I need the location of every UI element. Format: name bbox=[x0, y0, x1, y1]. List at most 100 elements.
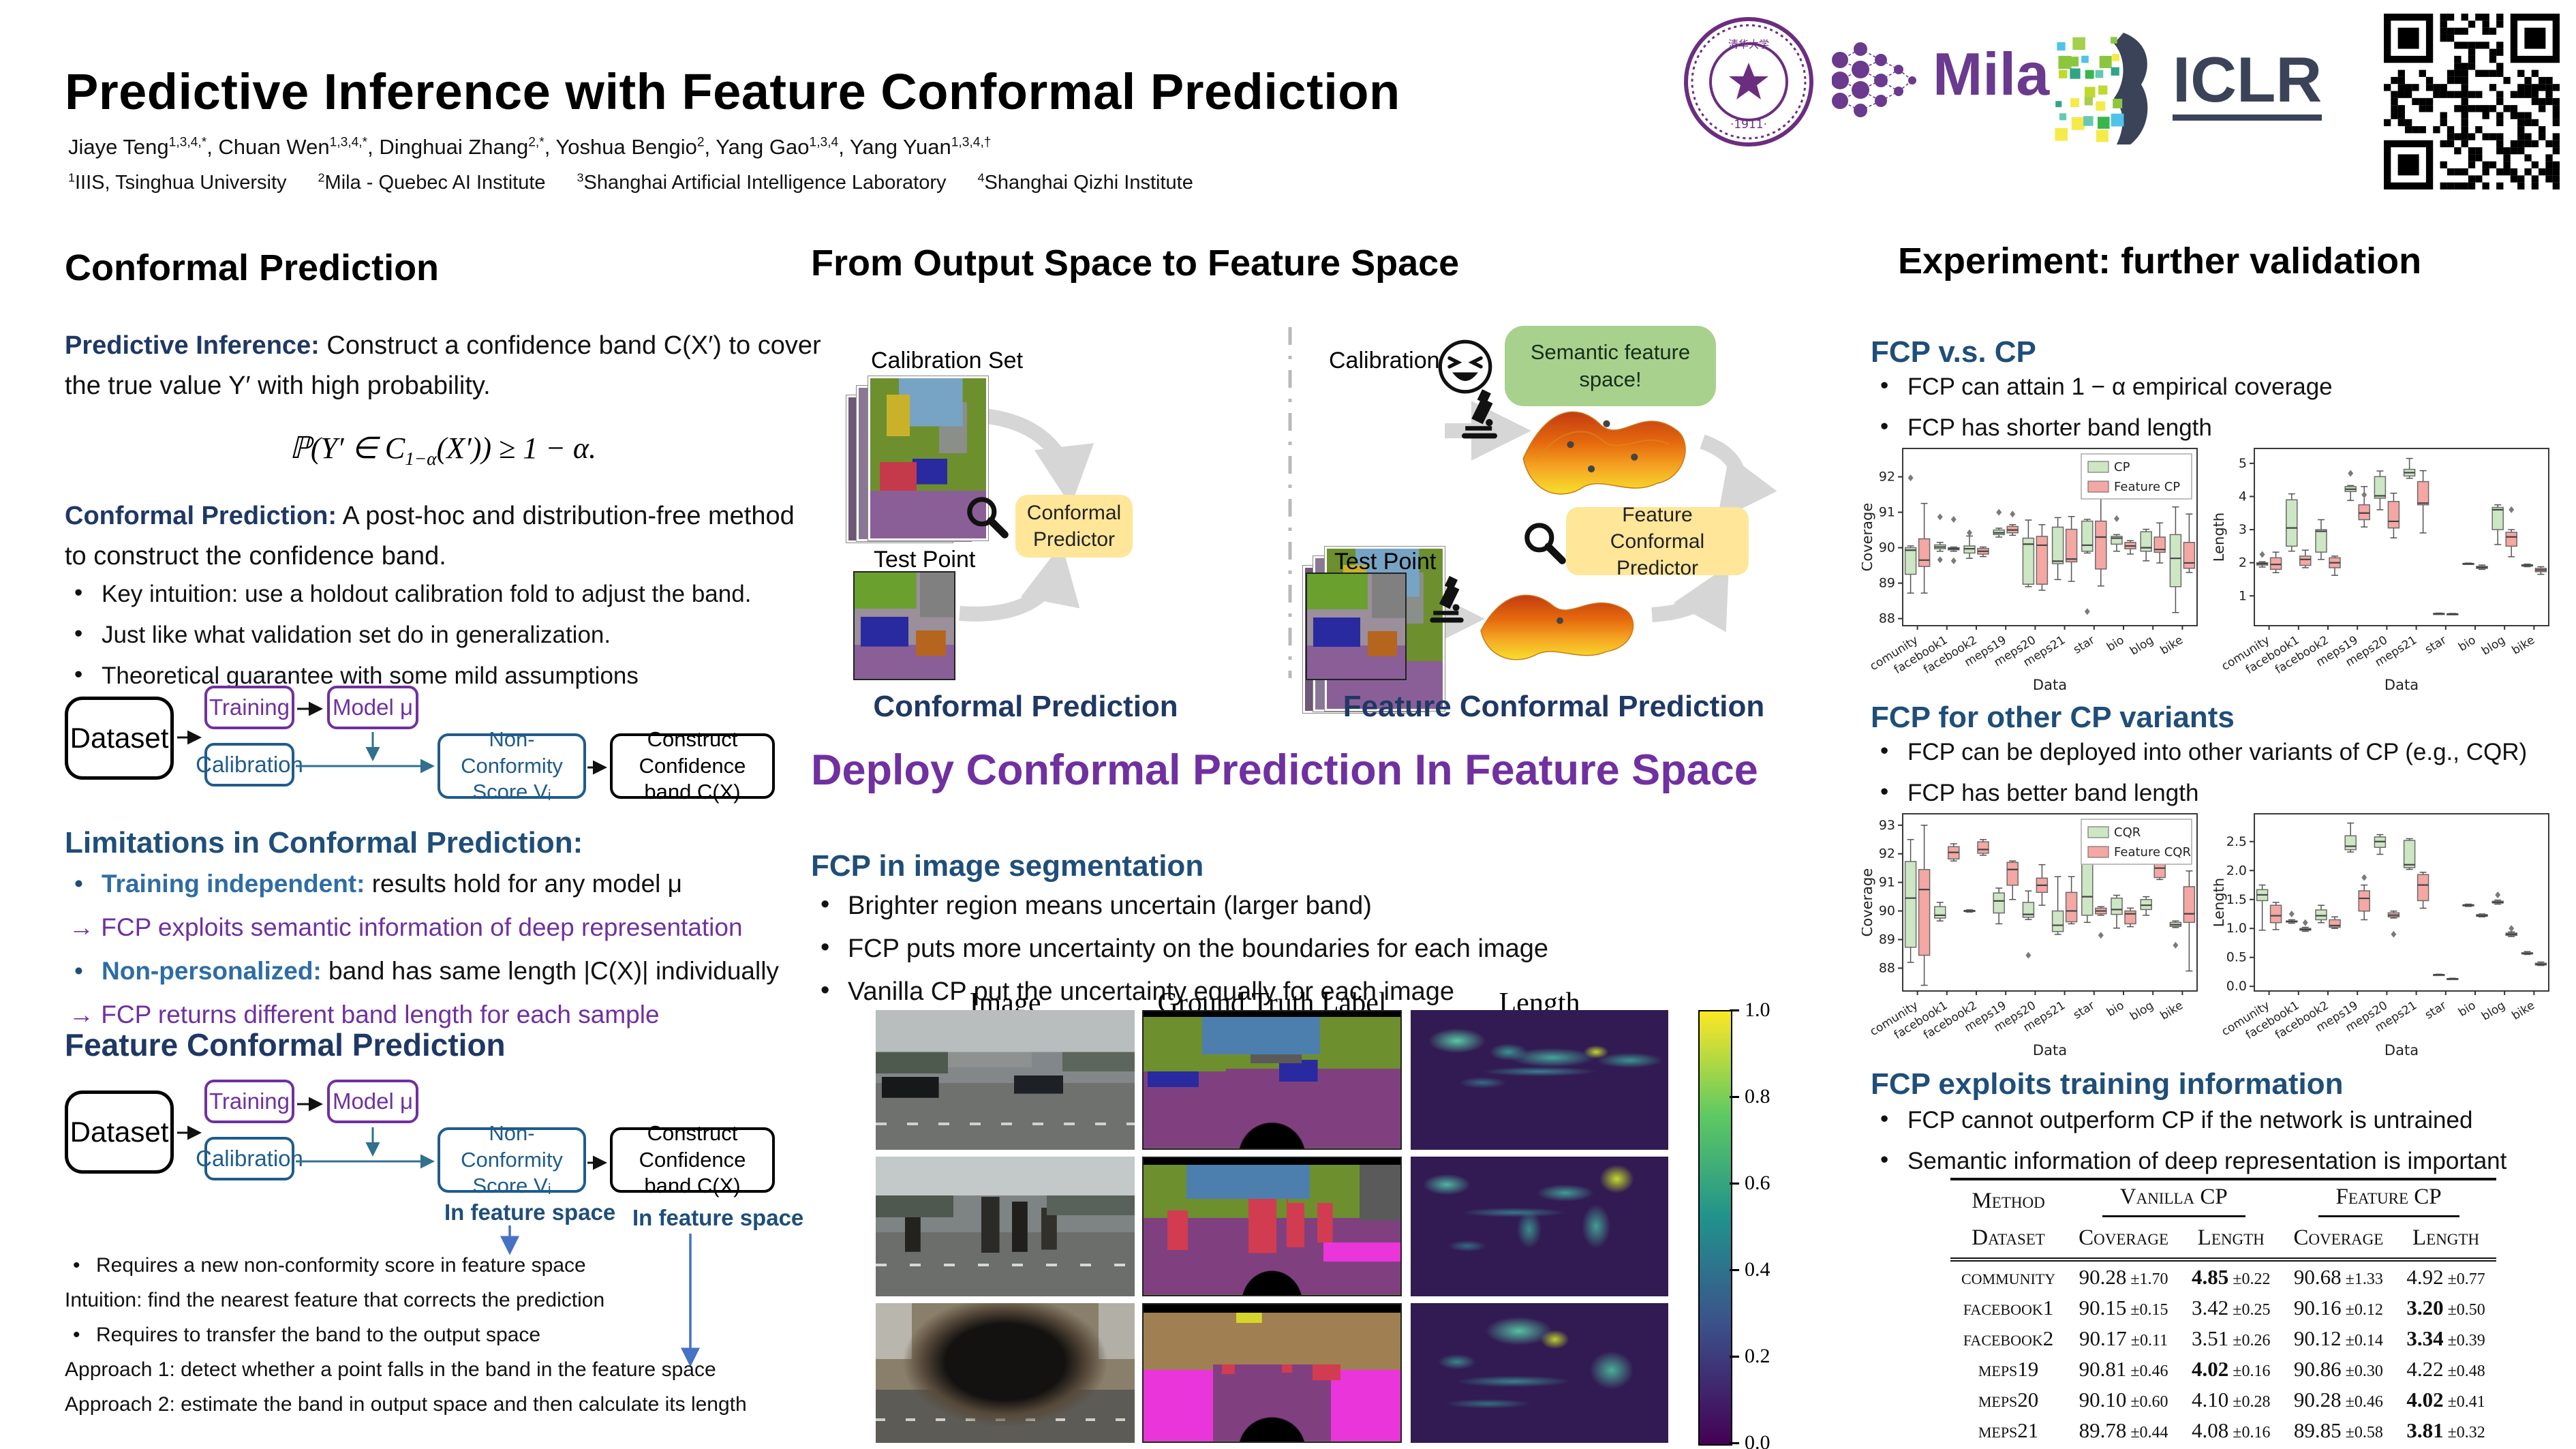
qr-code-icon bbox=[2384, 14, 2560, 189]
flow1-construct-box: Construct Confidence band C(X) bbox=[610, 727, 775, 804]
table-group-header: Method bbox=[1972, 1188, 2045, 1213]
limitations-list: Training independent: results hold for a… bbox=[65, 870, 779, 1044]
svg-text:Data: Data bbox=[2385, 677, 2419, 693]
mila-logo bbox=[1831, 33, 1927, 132]
svg-text:92: 92 bbox=[1879, 846, 1895, 861]
affiliation: 2Mila - Quebec AI Institute bbox=[318, 170, 546, 194]
table-sub-header: Coverage bbox=[2281, 1221, 2396, 1262]
dataset-cell: meps20 bbox=[1978, 1387, 2039, 1412]
svg-text:88: 88 bbox=[1879, 960, 1895, 975]
affiliation: 1IIIS, Tsinghua University bbox=[68, 170, 287, 194]
svg-text:0.0: 0.0 bbox=[2226, 979, 2247, 994]
street-photo-row1 bbox=[876, 1010, 1135, 1150]
value-cell: 90.15 ±0.15 bbox=[2079, 1295, 2168, 1320]
svg-text:blog: blog bbox=[2128, 998, 2156, 1023]
flow2-calibration-box: Calibration bbox=[196, 1137, 303, 1180]
test-point-label-right: Test Point bbox=[1334, 549, 1437, 575]
bullet-item: FCP has better band length bbox=[1871, 778, 2527, 807]
flow2-model-box: Model μ bbox=[327, 1080, 418, 1123]
conformal-prediction-lead: Conformal Prediction: bbox=[65, 502, 337, 530]
svg-text:4: 4 bbox=[2239, 489, 2247, 504]
author-line: Jiaye Teng1,3,4,*, Chuan Wen1,3,4,*, Din… bbox=[68, 135, 992, 159]
svg-text:star: star bbox=[2423, 633, 2449, 656]
boxplot-svg: 12345Lengthcomunityfacebook1facebook2mep… bbox=[2211, 448, 2549, 693]
svg-text:90: 90 bbox=[1879, 904, 1895, 919]
cp-variants-bullets: FCP can be deployed into other variants … bbox=[1871, 737, 2527, 821]
tsinghua-logo: ·1911· 清华大学 bbox=[1682, 15, 1815, 152]
svg-text:2.5: 2.5 bbox=[2226, 834, 2247, 849]
table-row: meps20 90.10 ±0.60 4.10 ±0.28 90.28 ±0.46 4.… bbox=[1950, 1384, 2496, 1415]
flow1-construct-line2: band C(X) bbox=[644, 780, 741, 804]
flow2-construct-line1: Construct Confidence bbox=[639, 1120, 746, 1172]
fcp-section-title: Feature Conformal Prediction bbox=[65, 1027, 506, 1063]
colorbar-tick-label: 0.2 bbox=[1745, 1345, 1770, 1367]
predictive-inference-text: Construct a confidence band C(X′) to cov… bbox=[65, 331, 821, 400]
value-cell: 3.81 ±0.32 bbox=[2406, 1418, 2485, 1442]
table-row: meps19 90.81 ±0.46 4.02 ±0.16 90.86 ±0.30 4.… bbox=[1950, 1354, 2496, 1384]
magnifier-icon-2 bbox=[1524, 523, 1566, 564]
author: Chuan Wen1,3,4,* bbox=[218, 135, 368, 159]
colorbar-tick-mark bbox=[1730, 1009, 1739, 1011]
ground-truth-row3 bbox=[1142, 1303, 1402, 1443]
bullet-item: Vanilla CP put the uncertainty equally f… bbox=[811, 976, 1548, 1007]
bullet-item: Brighter region means uncertain (larger … bbox=[811, 890, 1548, 921]
ground-truth-row1 bbox=[1142, 1010, 1402, 1150]
svg-text:·1911·: ·1911· bbox=[1730, 118, 1767, 132]
svg-text:92: 92 bbox=[1879, 470, 1895, 485]
left-section-title: Conformal Prediction bbox=[65, 247, 440, 288]
calibration-set-label-left: Calibration Set bbox=[871, 348, 1024, 373]
table-sub-header: Dataset bbox=[1950, 1221, 2067, 1262]
value-cell: 90.28 ±1.70 bbox=[2079, 1264, 2168, 1289]
svg-text:bio: bio bbox=[2104, 633, 2127, 654]
value-cell: 3.42 ±0.25 bbox=[2192, 1295, 2271, 1320]
flow1-training-box: Training bbox=[204, 686, 294, 729]
author: Yang Yuan1,3,4,† bbox=[849, 135, 992, 159]
in-feature-space-label-1: In feature space bbox=[444, 1200, 616, 1225]
colorbar-tick-mark bbox=[1730, 1442, 1739, 1444]
conformal-prediction-paragraph: Conformal Prediction: A post-hoc and dis… bbox=[65, 496, 821, 577]
flow2-construct-line2: band C(X) bbox=[644, 1174, 741, 1198]
in-feature-space-label-2: In feature space bbox=[632, 1205, 804, 1230]
value-cell: 2.23 ±0.18 bbox=[2181, 1446, 2281, 1449]
value-cell: 4.85 ±0.22 bbox=[2192, 1264, 2271, 1289]
flow1-calibration-box: Calibration bbox=[196, 743, 303, 787]
svg-text:star: star bbox=[2071, 633, 2098, 656]
svg-text:bio: bio bbox=[2104, 998, 2127, 1020]
formula-pre: ℙ(Y′ ∈ C bbox=[289, 431, 405, 465]
value-cell: 4.02 ±0.16 bbox=[2192, 1356, 2271, 1381]
svg-text:star: star bbox=[2071, 998, 2098, 1022]
svg-text:0.5: 0.5 bbox=[2226, 950, 2247, 965]
training-info-bullets: FCP cannot outperform CP if the network … bbox=[1871, 1105, 2506, 1189]
colorbar bbox=[1698, 1010, 1732, 1446]
flow1-construct-line1: Construct Confidence bbox=[639, 727, 746, 778]
value-cell: 2.24 ±0.40 bbox=[2395, 1446, 2496, 1449]
flow2-score-line1: Non-Conformity bbox=[461, 1120, 563, 1172]
table-sub-header: Length bbox=[2181, 1221, 2282, 1262]
value-cell: 89.85 ±0.58 bbox=[2293, 1418, 2383, 1442]
table-sub-header: Length bbox=[2395, 1221, 2496, 1262]
bullet-item: Theoretical guarantee with some mild ass… bbox=[65, 661, 751, 690]
svg-text:Data: Data bbox=[2033, 677, 2067, 693]
svg-text:bio: bio bbox=[2456, 633, 2479, 654]
colorbar-tick-label: 0.4 bbox=[1745, 1258, 1770, 1281]
svg-text:star: star bbox=[2423, 998, 2449, 1022]
colorbar-tick-mark bbox=[1730, 1356, 1739, 1358]
boxplot-svg: 8889909192Coveragecomunityfacebook1faceb… bbox=[1859, 448, 2198, 693]
dataset-cell: community bbox=[1961, 1264, 2056, 1289]
value-cell: 4.08 ±0.16 bbox=[2192, 1418, 2271, 1442]
svg-text:91: 91 bbox=[1879, 505, 1895, 520]
bullet-item: Just like what validation set do in gene… bbox=[65, 620, 751, 649]
svg-text:Feature CQR: Feature CQR bbox=[2114, 845, 2191, 859]
author: Jiaye Teng1,3,4,* bbox=[68, 135, 207, 159]
limitation-bullet: Non-personalized: band has same length |… bbox=[65, 957, 779, 986]
limitation-arrow: → FCP returns different band length for … bbox=[69, 1001, 660, 1028]
svg-text:93: 93 bbox=[1879, 818, 1895, 833]
caption-feature-conformal-prediction: Feature Conformal Prediction bbox=[1343, 690, 1765, 723]
test-point-image-right bbox=[1306, 573, 1407, 680]
feature-surface-1 bbox=[1522, 411, 1686, 495]
dataset-cell: star bbox=[1950, 1446, 2066, 1449]
formula-sub: 1−α bbox=[405, 448, 437, 469]
dataset-cell: facebook1 bbox=[1963, 1295, 2054, 1320]
cp-bullet-list: Key intuition: use a holdout calibration… bbox=[65, 579, 751, 703]
value-cell: 3.51 ±0.26 bbox=[2192, 1326, 2271, 1350]
